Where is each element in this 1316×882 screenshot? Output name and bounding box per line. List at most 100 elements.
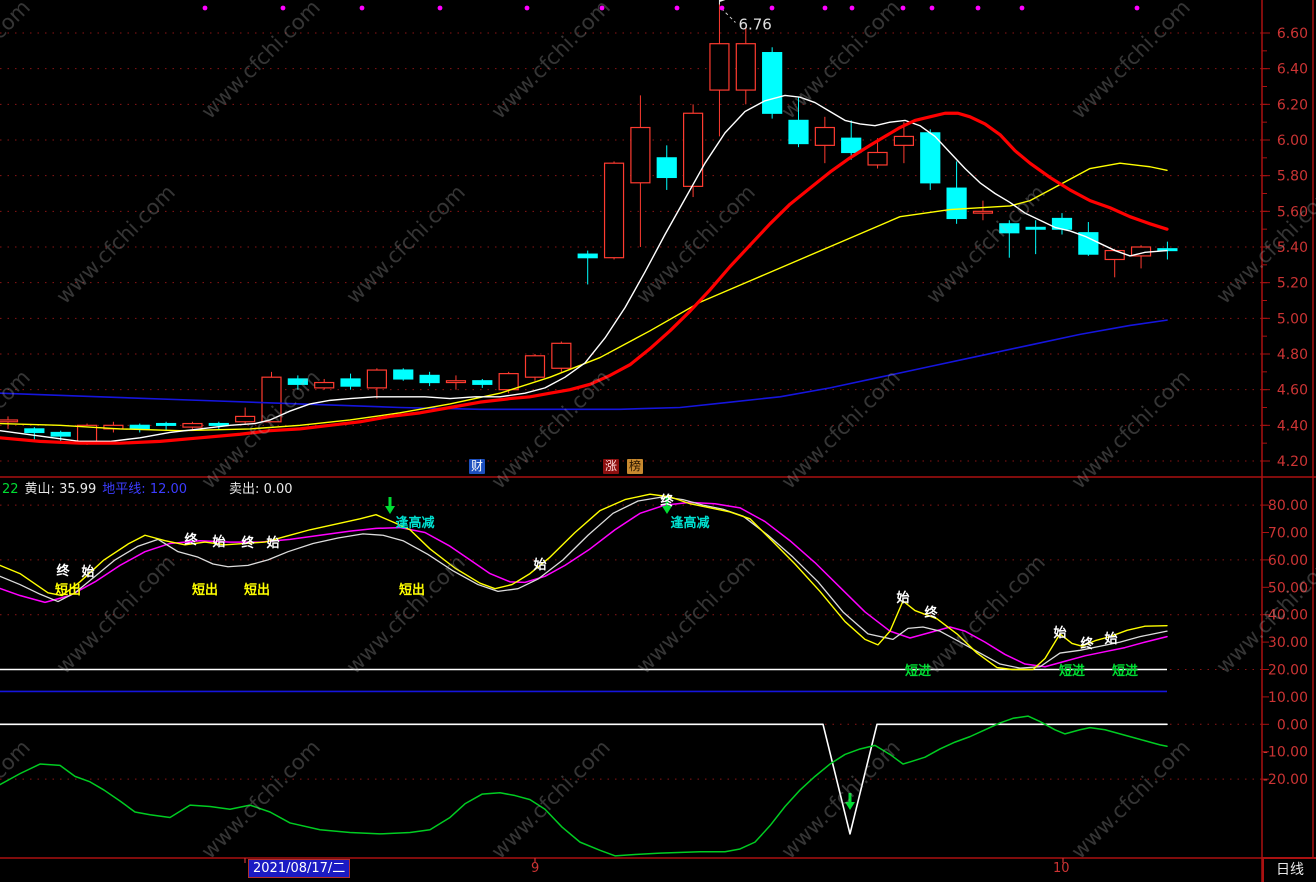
signal-label-cyan: 逢高减 bbox=[670, 515, 709, 531]
candle-body[interactable] bbox=[24, 428, 45, 434]
candle-body[interactable] bbox=[182, 422, 203, 428]
candle-body[interactable] bbox=[814, 126, 835, 146]
indicator-axis-label: 10.00 bbox=[1268, 690, 1308, 706]
candle-body[interactable] bbox=[340, 378, 361, 387]
price-axis-label: 4.20 bbox=[1277, 454, 1308, 470]
candle-body[interactable] bbox=[630, 126, 651, 184]
candle-body[interactable] bbox=[366, 369, 387, 389]
indicator-axis-label: 80.00 bbox=[1268, 498, 1308, 514]
candle-body[interactable] bbox=[472, 380, 493, 385]
price-axis-label: 5.40 bbox=[1277, 240, 1308, 256]
sell-signal-arrow-icon bbox=[845, 802, 855, 810]
price-axis-label: 4.40 bbox=[1277, 418, 1308, 434]
signal-label-white: 终 bbox=[56, 563, 70, 579]
candle-body[interactable] bbox=[1078, 232, 1099, 255]
candle-body[interactable] bbox=[709, 43, 730, 91]
candle-body[interactable] bbox=[50, 431, 71, 437]
candle-body[interactable] bbox=[946, 187, 967, 220]
milestone-dot bbox=[202, 5, 208, 11]
high-price-label: 6.76 bbox=[738, 15, 771, 33]
price-axis-label: 6.00 bbox=[1277, 133, 1308, 149]
milestone-dot bbox=[900, 5, 906, 11]
period-selector[interactable]: 日线 bbox=[1262, 857, 1316, 882]
candle-body[interactable] bbox=[445, 380, 467, 384]
signal-label-white: 始 bbox=[1104, 631, 1117, 647]
signal-label-green: 短进 bbox=[1112, 663, 1138, 679]
candle-body[interactable] bbox=[656, 157, 677, 179]
milestone-dot bbox=[599, 5, 605, 11]
candle-body[interactable] bbox=[841, 137, 862, 154]
candle-body[interactable] bbox=[682, 112, 704, 187]
candle-body[interactable] bbox=[235, 415, 256, 423]
sell-signal-arrow-icon bbox=[385, 506, 395, 514]
signal-label-yellow: 短出 bbox=[244, 582, 270, 598]
milestone-dot bbox=[849, 5, 855, 11]
indicator-axis-label: -10.00 bbox=[1263, 745, 1308, 761]
price-axis-label: 5.60 bbox=[1277, 204, 1308, 220]
signal-label-cyan: 逢高减 bbox=[395, 515, 434, 531]
candle-body[interactable] bbox=[1025, 226, 1046, 230]
signal-label-white: 始 bbox=[212, 534, 225, 550]
price-axis-label: 6.20 bbox=[1277, 97, 1308, 113]
candle-body[interactable] bbox=[867, 151, 888, 166]
candle-body[interactable] bbox=[999, 223, 1020, 234]
candle-body[interactable] bbox=[524, 355, 546, 378]
milestone-dot bbox=[280, 5, 286, 11]
candle-body[interactable] bbox=[551, 342, 572, 369]
candle-body[interactable] bbox=[893, 135, 915, 146]
signal-label-green: 短进 bbox=[905, 663, 931, 679]
candle-body[interactable] bbox=[419, 374, 440, 384]
candle-body[interactable] bbox=[920, 132, 941, 184]
indicator-axis-label: 70.00 bbox=[1268, 526, 1308, 542]
price-axis-label: 4.80 bbox=[1277, 347, 1308, 363]
month-label-sep: 9 bbox=[531, 861, 540, 876]
candle-body[interactable] bbox=[261, 376, 282, 423]
indicator-axis-label: 20.00 bbox=[1268, 663, 1308, 679]
selected-date-label[interactable]: 2021/08/17/二 bbox=[248, 859, 351, 878]
milestone-dot bbox=[719, 5, 725, 11]
milestone-dot bbox=[359, 5, 365, 11]
price-axis-label: 6.60 bbox=[1277, 26, 1308, 42]
candle-body[interactable] bbox=[972, 210, 994, 214]
milestone-dot bbox=[975, 5, 981, 11]
candle-body[interactable] bbox=[577, 253, 598, 259]
candle-body[interactable] bbox=[1104, 249, 1125, 261]
signal-label-yellow: 短出 bbox=[399, 582, 425, 598]
candle-body[interactable] bbox=[314, 381, 335, 389]
signal-label-yellow: 短出 bbox=[55, 582, 81, 598]
candle-body[interactable] bbox=[287, 378, 308, 385]
milestone-dot bbox=[769, 5, 775, 11]
indicator-axis-label: 50.00 bbox=[1268, 580, 1308, 596]
candle-body[interactable] bbox=[788, 119, 809, 145]
candle-body[interactable] bbox=[156, 422, 177, 426]
ma-line-blue bbox=[0, 319, 1168, 411]
horizon-label: 地平线: 12.00 bbox=[102, 482, 188, 497]
signal-label-white: 始 bbox=[896, 590, 909, 606]
indicator-line-magenta bbox=[0, 501, 1168, 668]
price-axis-label: 4.60 bbox=[1277, 383, 1308, 399]
candle-body[interactable] bbox=[498, 373, 519, 391]
milestone-dot bbox=[524, 5, 530, 11]
candle-body[interactable] bbox=[0, 419, 19, 423]
rank-badge[interactable]: 榜 bbox=[627, 459, 644, 474]
candle-body[interactable] bbox=[129, 424, 150, 430]
candle-body[interactable] bbox=[735, 43, 756, 91]
indicator-param: 22 bbox=[2, 482, 19, 497]
candle-body[interactable] bbox=[208, 422, 229, 426]
signal-label-white: 终 bbox=[924, 605, 938, 621]
candle-body[interactable] bbox=[393, 369, 414, 380]
indicator-line-white bbox=[0, 496, 1168, 669]
finance-badge[interactable]: 财 bbox=[469, 459, 486, 474]
ma-line-white bbox=[0, 94, 1168, 443]
milestone-dot bbox=[1019, 5, 1025, 11]
candle-body[interactable] bbox=[603, 162, 625, 259]
sell-line-green bbox=[0, 715, 1168, 857]
rise-badge[interactable]: 涨 bbox=[603, 459, 620, 474]
signal-label-white: 始 bbox=[81, 564, 94, 580]
ma-line-yellow bbox=[0, 162, 1168, 432]
signal-label-white: 终 bbox=[660, 493, 674, 509]
sell-signal-arrow-icon bbox=[662, 506, 672, 514]
zero-line-with-dip bbox=[0, 723, 1168, 835]
